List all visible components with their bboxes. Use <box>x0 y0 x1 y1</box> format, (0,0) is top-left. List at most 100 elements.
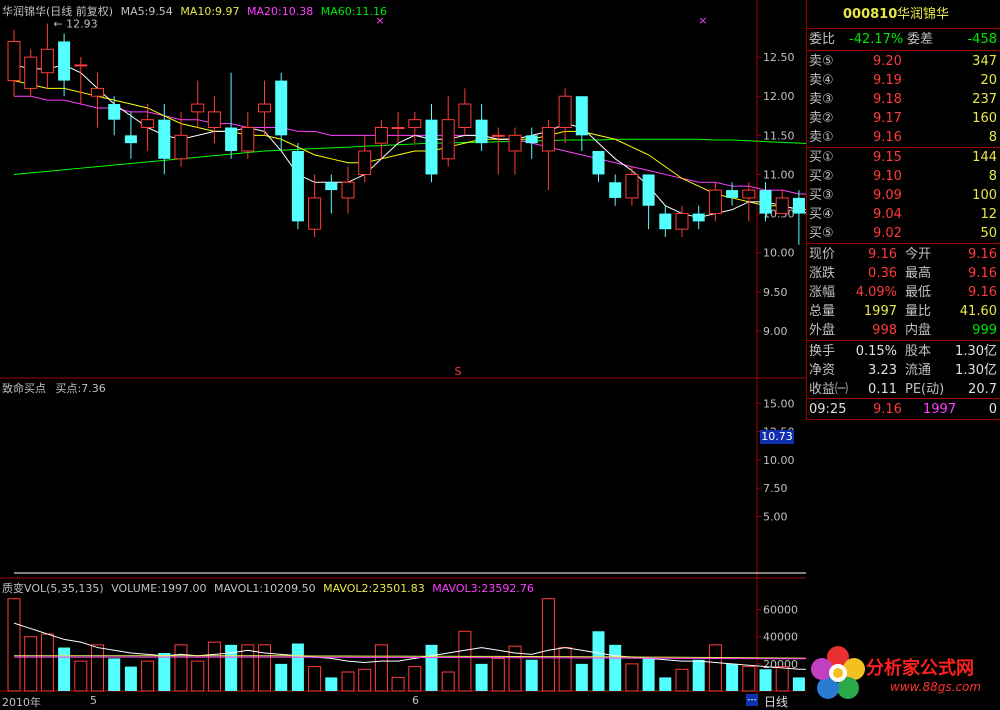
y-tick-label: 10.00 <box>763 247 795 260</box>
volume-bar-up <box>408 666 422 692</box>
stat-value: 9.16 <box>968 266 997 281</box>
candle-down <box>592 150 605 175</box>
volume-bar-down <box>158 653 171 691</box>
volume-bar-up <box>141 660 155 692</box>
volume-bar-up <box>625 663 639 692</box>
candle-up <box>91 87 104 97</box>
marker: × <box>375 14 384 27</box>
stat-value: 0.36 <box>868 266 897 281</box>
volume-bar-up <box>558 647 572 692</box>
mavol2-line <box>14 655 806 659</box>
order-volume: 160 <box>972 111 997 126</box>
stat-value: 9.16 <box>868 247 897 262</box>
scroll-dashes[interactable]: --- <box>746 694 758 706</box>
tick-time: 09:25 <box>809 402 847 417</box>
fund-value: 0.11 <box>868 382 897 397</box>
order-label: 卖④ <box>809 73 834 88</box>
tick-flag: 0 <box>988 402 997 417</box>
order-volume: 8 <box>988 130 997 145</box>
stat-label: 今开 <box>905 247 932 262</box>
volume-bar-up <box>174 644 188 692</box>
stat-label: 外盘 <box>809 323 836 338</box>
kline-chart[interactable]: 12.5012.0011.5011.0010.5010.009.509.00← … <box>0 0 806 707</box>
volume-bar-up <box>191 660 205 692</box>
ma20-label: MA20:10.38 <box>247 5 314 18</box>
order-volume: 347 <box>972 54 997 69</box>
candle-up <box>708 189 722 215</box>
indicator-line <box>14 572 806 574</box>
candle-down <box>642 174 655 206</box>
mavol3-label: MAVOL3:23592.76 <box>432 582 534 595</box>
volume-bar-up <box>358 668 372 692</box>
volume-bar-down <box>425 644 438 691</box>
fund-value: 3.23 <box>868 363 897 378</box>
y-tick-label: 10.00 <box>763 454 795 467</box>
sell-order-row: 卖③ 9.18 237 <box>807 90 1000 109</box>
candle-down <box>58 41 71 81</box>
volume-header: 质变VOL(5,35,135) VOLUME:1997.00 MAVOL1:10… <box>2 580 534 596</box>
candle-down <box>475 119 488 144</box>
candle-down <box>325 182 338 191</box>
stat-row: 涨幅 4.09% 最低 9.16 <box>807 283 1000 302</box>
tick-row: 09:25 9.16 1997 0 <box>807 400 1000 419</box>
volume-bar-up <box>458 630 472 692</box>
mavol1-label: MAVOL1:10209.50 <box>213 582 316 595</box>
volume-bar-up <box>491 657 505 692</box>
y-tick-label: 9.50 <box>763 286 788 299</box>
stat-row: 总量 1997 量比 41.60 <box>807 302 1000 321</box>
candle-down <box>425 119 438 175</box>
buy-order-row: 买② 9.10 8 <box>807 167 1000 186</box>
ma5-label: MA5:9.54 <box>120 5 173 18</box>
buy-order-row: 买⑤ 9.02 50 <box>807 224 1000 243</box>
candle-down <box>225 127 238 151</box>
y-tick-label: 40000 <box>763 631 798 644</box>
candle-up <box>558 95 572 129</box>
x-label-month-6: 6 <box>412 694 419 707</box>
stat-row: 外盘 998 内盘 999 <box>807 321 1000 340</box>
x-label-month-5: 5 <box>90 694 97 707</box>
chart-area[interactable]: 12.5012.0011.5011.0010.5010.009.509.00← … <box>0 0 806 709</box>
y-tick-label: 20000 <box>763 658 798 671</box>
order-volume: 50 <box>980 226 997 241</box>
stat-label: 涨幅 <box>809 285 836 300</box>
sell-signal-marker: S <box>455 365 462 378</box>
order-label: 卖③ <box>809 92 834 107</box>
volume-bar-up <box>708 644 722 692</box>
volume-bar-down <box>325 677 338 691</box>
main-header: 华润锦华(日线 前复权) MA5:9.54 MA10:9.97 MA20:10.… <box>2 3 387 19</box>
sell-order-row: 卖② 9.17 160 <box>807 109 1000 128</box>
order-price: 9.02 <box>873 226 902 241</box>
buy-order-row: 买③ 9.09 100 <box>807 186 1000 205</box>
flower-logo-icon <box>811 646 865 699</box>
volume-bar-down <box>475 663 488 691</box>
period-tab[interactable]: 日线 <box>764 695 789 709</box>
candle-up <box>258 103 271 113</box>
order-label: 买⑤ <box>809 226 834 241</box>
volume-bar-down <box>275 663 288 691</box>
candle-up <box>74 64 88 67</box>
ma60-line <box>13 138 806 175</box>
order-price: 9.18 <box>873 92 902 107</box>
volume-value: VOLUME:1997.00 <box>111 582 207 595</box>
quote-title-row: 000810 华润锦华 <box>807 5 1000 24</box>
volume-bar-down <box>108 658 121 691</box>
stat-value: 1997 <box>863 304 897 319</box>
volume-bar-up <box>308 666 322 692</box>
volume-title: 质变VOL(5,35,135) <box>2 582 104 595</box>
candle-down <box>275 80 288 136</box>
stock-code: 000810 <box>843 7 898 22</box>
order-volume: 144 <box>972 150 997 165</box>
high-label: ← 12.93 <box>53 17 97 30</box>
candle-up <box>408 119 422 129</box>
y-tick-label: 12.00 <box>763 90 795 103</box>
volume-bar-up <box>24 636 38 692</box>
volume-bar-up <box>391 676 405 692</box>
fund-value: 1.30亿 <box>955 344 997 359</box>
candle-up <box>174 134 188 160</box>
candle-down <box>692 213 705 222</box>
volume-bar-down <box>225 644 238 691</box>
fund-label: 流通 <box>905 363 932 378</box>
candle-up <box>358 150 372 175</box>
y-tick-label: 12.50 <box>763 51 795 64</box>
logo-text: 分析家公式网 <box>866 658 974 679</box>
